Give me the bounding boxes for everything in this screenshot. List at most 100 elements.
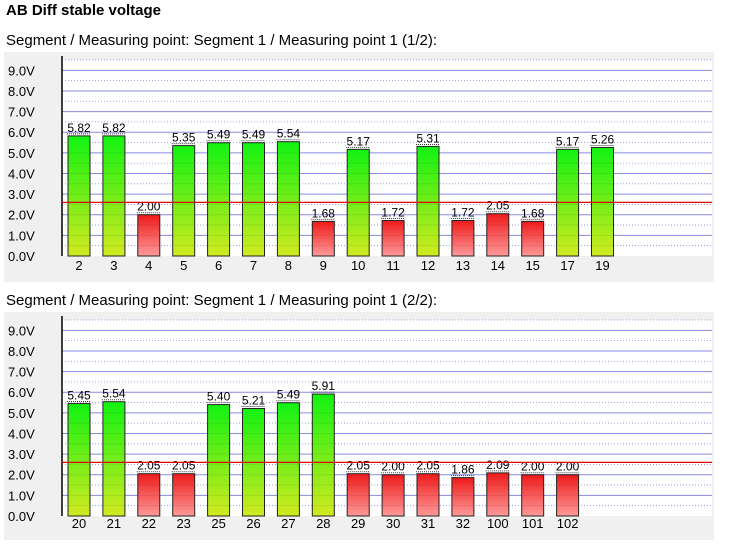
value-label: 5.31	[416, 131, 440, 145]
y-tick-label: 3.0V	[8, 447, 35, 462]
value-label: 1.68	[521, 206, 545, 220]
y-tick-label: 2.0V	[8, 208, 35, 223]
bar-100	[485, 470, 510, 517]
y-tick-label: 8.0V	[8, 344, 35, 359]
value-label: 2.05	[172, 459, 196, 473]
bar-7	[241, 140, 266, 257]
x-tick-label: 3	[110, 258, 117, 273]
bar-5	[171, 143, 196, 257]
y-tick-label: 6.0V	[8, 125, 35, 140]
bar-10	[346, 146, 371, 257]
y-tick-label: 7.0V	[8, 105, 35, 120]
value-label: 1.72	[451, 206, 475, 220]
value-label: 2.00	[137, 200, 161, 214]
chart-1-panel: 9.0V 8.0V 7.0V 6.0V 5.0V 4.0V 3.0V 2.0V 1.0V 0.0V…	[4, 52, 714, 282]
value-label: 5.54	[277, 127, 301, 141]
value-label: 2.00	[556, 460, 580, 474]
bar-4	[136, 212, 161, 257]
bar-21	[101, 399, 126, 517]
value-label: 5.40	[207, 390, 231, 404]
value-label: 5.35	[172, 131, 196, 145]
x-tick-label: 14	[491, 258, 505, 273]
value-label: 5.49	[242, 128, 266, 142]
chart-1-title: Segment / Measuring point: Segment 1 / M…	[6, 32, 438, 49]
x-tick-label: 12	[421, 258, 435, 273]
value-label: 5.91	[312, 379, 336, 393]
value-label: 5.82	[67, 121, 91, 135]
x-tick-label: 32	[456, 516, 470, 531]
y-tick-label: 1.0V	[8, 488, 35, 503]
bar-15	[520, 218, 545, 257]
value-label: 5.17	[347, 134, 371, 148]
x-tick-label: 17	[560, 258, 574, 273]
y-tick-label: 4.0V	[8, 426, 35, 441]
bar-26	[241, 406, 266, 517]
value-label: 2.05	[486, 199, 510, 213]
y-tick-label: 0.0V	[8, 509, 35, 524]
y-tick-label: 5.0V	[8, 406, 35, 421]
value-label: 5.54	[102, 387, 126, 401]
x-tick-label: 31	[421, 516, 435, 531]
x-tick-label: 29	[351, 516, 365, 531]
x-tick-label: 7	[250, 258, 257, 273]
y-tick-label: 2.0V	[8, 468, 35, 483]
bar-22	[136, 471, 161, 517]
x-tick-label: 100	[487, 516, 509, 531]
x-tick-label: 6	[215, 258, 222, 273]
x-tick-label: 2	[75, 258, 82, 273]
x-tick-label: 23	[176, 516, 190, 531]
chart-2-title: Segment / Measuring point: Segment 1 / M…	[6, 292, 438, 309]
x-tick-label: 30	[386, 516, 400, 531]
x-tick-label: 102	[557, 516, 579, 531]
y-tick-label: 1.0V	[8, 228, 35, 243]
x-tick-label: 101	[522, 516, 544, 531]
value-label: 2.05	[137, 459, 161, 473]
page-title: AB Diff stable voltage	[6, 2, 162, 19]
x-tick-label: 26	[246, 516, 260, 531]
value-label: 2.05	[416, 459, 440, 473]
x-tick-label: 19	[595, 258, 609, 273]
bar-31	[416, 471, 440, 517]
bar-29	[346, 471, 371, 517]
y-tick-label: 8.0V	[8, 84, 35, 99]
bar-9	[311, 218, 336, 257]
bar-2	[67, 133, 91, 257]
x-tick-label: 25	[211, 516, 225, 531]
x-tick-label: 11	[386, 258, 400, 273]
x-tick-label: 4	[145, 258, 152, 273]
bar-8	[276, 139, 301, 257]
bar-23	[171, 471, 196, 517]
x-tick-label: 5	[180, 258, 187, 273]
x-tick-label: 27	[281, 516, 295, 531]
chart-2-panel: 9.0V 8.0V 7.0V 6.0V 5.0V 4.0V 3.0V 2.0V 1.0V 0.0V…	[4, 312, 714, 540]
bar-28	[311, 391, 336, 517]
value-label: 1.86	[451, 463, 475, 477]
bar-13	[450, 218, 475, 257]
x-tick-label: 22	[142, 516, 156, 531]
x-tick-label: 9	[320, 258, 327, 273]
chart-2-svg: 9.0V 8.0V 7.0V 6.0V 5.0V 4.0V 3.0V 2.0V 1.0V 0.0V…	[8, 316, 712, 531]
bar-14	[485, 211, 510, 257]
bar-20	[67, 401, 91, 517]
value-label: 2.05	[347, 459, 371, 473]
x-tick-label: 28	[316, 516, 330, 531]
bar-30	[381, 472, 406, 517]
y-tick-label: 6.0V	[8, 385, 35, 400]
value-label: 1.72	[381, 206, 405, 220]
value-label: 5.45	[67, 389, 91, 403]
bar-3	[101, 133, 126, 257]
bar-101	[520, 472, 545, 517]
value-label: 5.17	[556, 134, 580, 148]
value-label: 2.00	[381, 460, 405, 474]
x-tick-label: 13	[456, 258, 470, 273]
bar-6	[206, 140, 231, 257]
bar-102	[555, 472, 580, 517]
x-tick-label: 10	[351, 258, 365, 273]
bar-32	[450, 475, 475, 517]
value-label: 5.49	[207, 128, 231, 142]
value-label: 5.49	[277, 388, 301, 402]
y-tick-label: 9.0V	[8, 63, 35, 78]
value-label: 2.09	[486, 458, 510, 472]
bar-25	[206, 402, 231, 517]
value-label: 5.26	[591, 132, 615, 146]
